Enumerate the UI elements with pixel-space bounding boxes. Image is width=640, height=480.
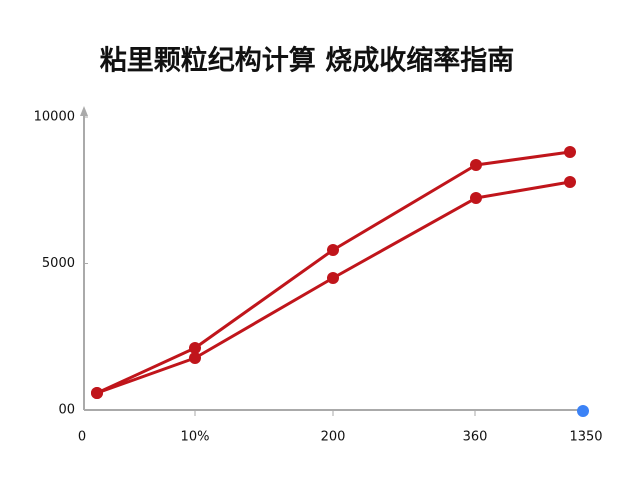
x-tick-label: 200	[321, 430, 346, 445]
y-tick-label: 5000	[42, 256, 75, 271]
point	[564, 175, 576, 188]
x-tick-label: 0	[78, 430, 86, 445]
x-tick-label: 10%	[181, 430, 210, 445]
y-tick-label: 00	[58, 403, 75, 418]
x-tick-label: 360	[463, 430, 488, 445]
point	[189, 342, 201, 355]
x-tick-label: 1350	[569, 430, 602, 445]
chart-title: 粘里颗粒纪构计算 烧成收缩率指南	[100, 45, 514, 77]
point	[470, 192, 482, 205]
point	[327, 272, 339, 285]
point	[470, 158, 482, 171]
point	[564, 146, 576, 159]
y-tick-label: 10000	[34, 110, 75, 125]
y-axis-arrow	[80, 106, 88, 116]
point	[189, 351, 201, 364]
axis-end-dot	[577, 405, 589, 417]
point	[327, 243, 339, 256]
point	[91, 387, 103, 400]
